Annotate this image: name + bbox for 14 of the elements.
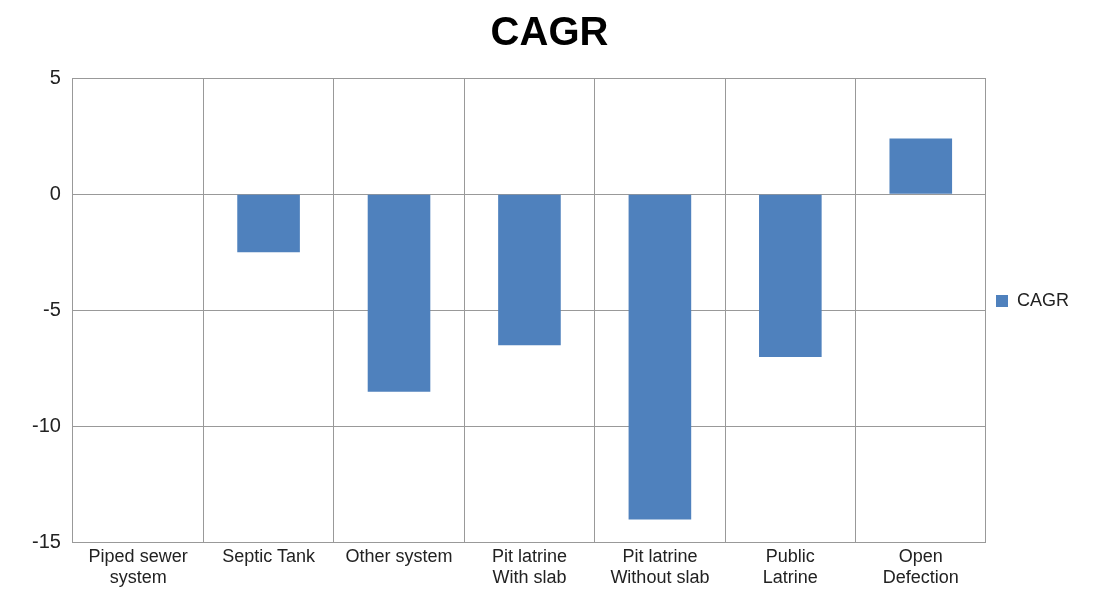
x-tick-label: Piped sewer system [88, 545, 188, 588]
x-tick-label: Septic Tank [222, 545, 316, 566]
x-tick-label: Pit latrine With slab [491, 545, 567, 588]
x-tick-label: Open Defection [882, 545, 959, 588]
y-tick-label: -15 [32, 530, 61, 553]
y-tick-label: -10 [32, 414, 61, 437]
y-tick-label: -5 [43, 297, 61, 320]
legend-label: CAGR [1017, 289, 1070, 310]
y-tick-label: 5 [49, 65, 61, 88]
x-tick-label: Other system [345, 545, 453, 566]
x-tick-label: Public Latrine [762, 545, 818, 588]
y-tick-label: 0 [49, 181, 61, 204]
x-tick-label: Pit latrine Without slab [610, 545, 710, 588]
chart-title: CAGR [490, 9, 609, 54]
